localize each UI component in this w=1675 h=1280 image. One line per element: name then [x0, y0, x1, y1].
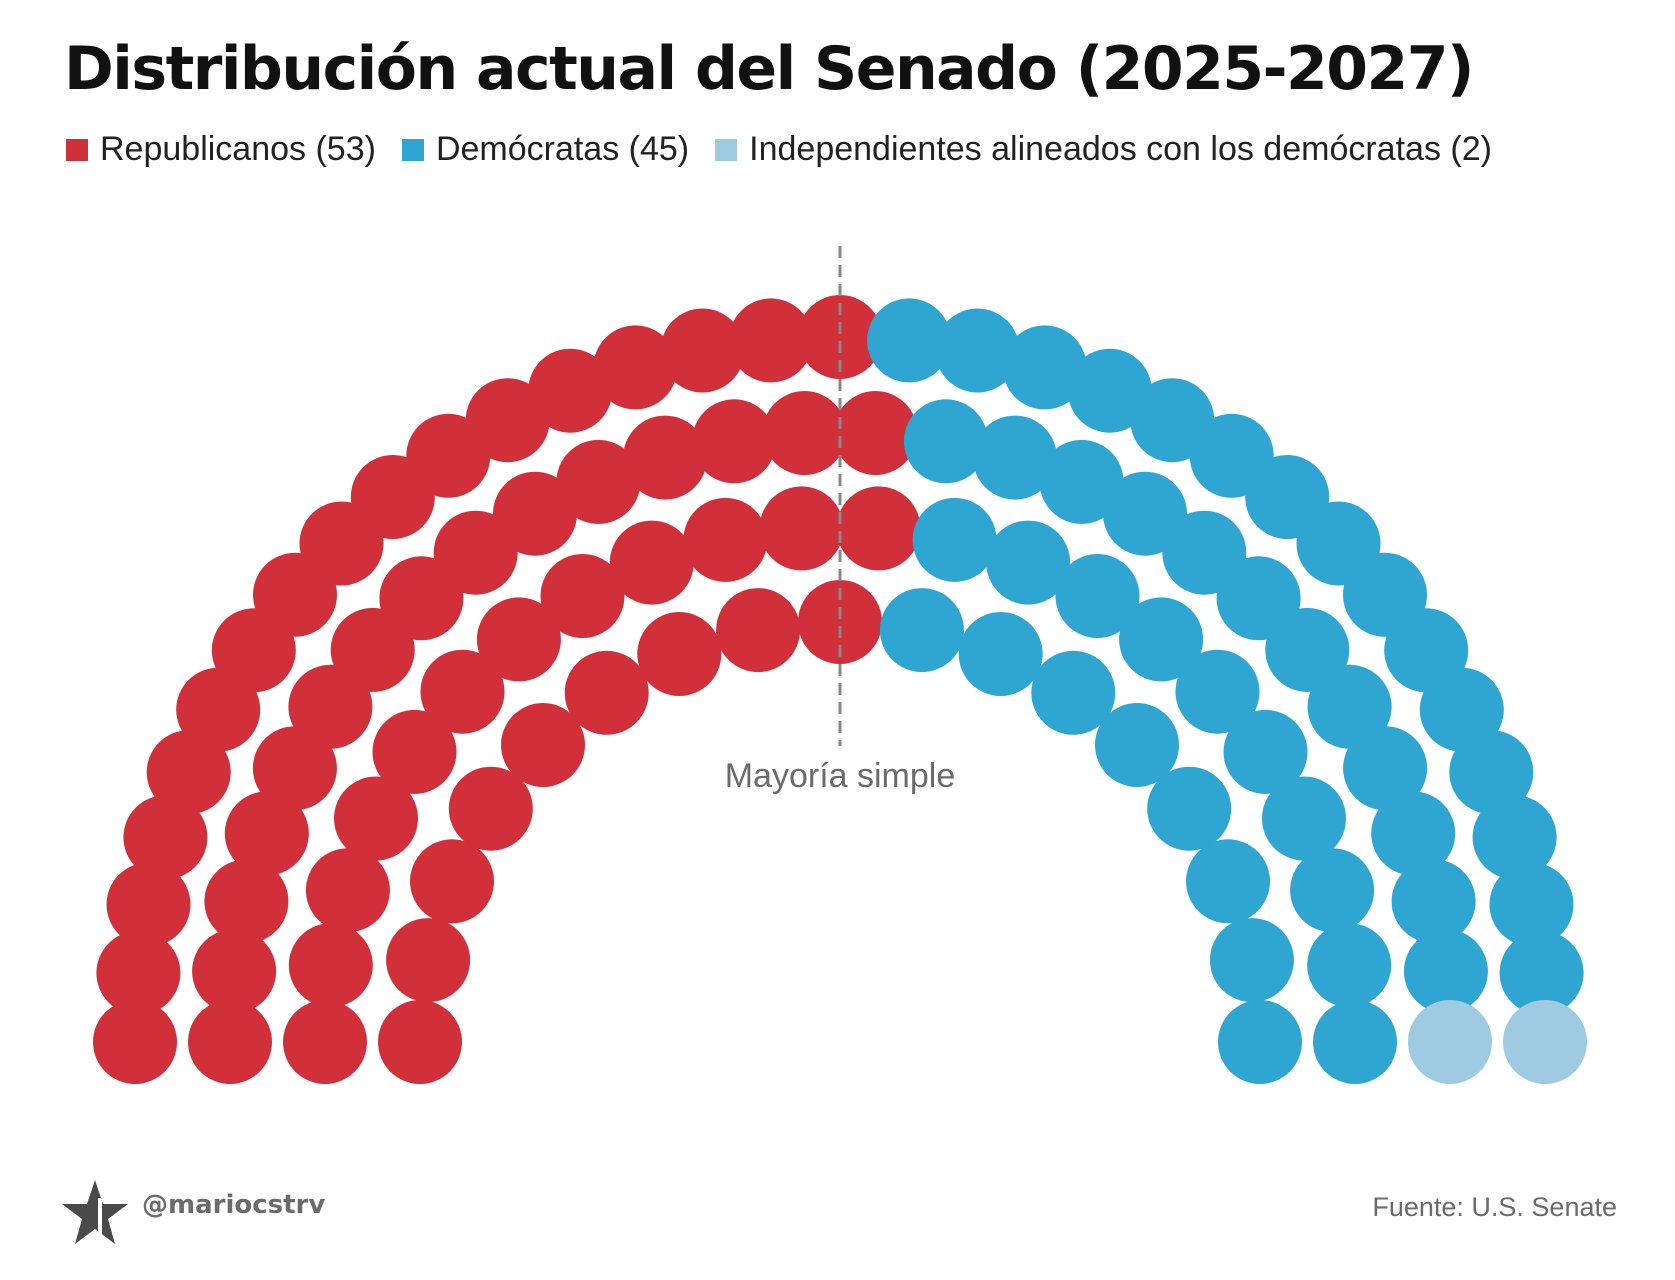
seat-51 — [798, 580, 882, 664]
seat-47 — [728, 298, 813, 383]
seat-83 — [1419, 667, 1504, 752]
seat-9 — [386, 918, 471, 1003]
seat-99 — [1408, 1000, 1492, 1084]
seat-22 — [372, 709, 457, 794]
seat-71 — [1119, 597, 1204, 682]
footer-handle: @mariocstrv — [142, 1190, 326, 1220]
seat-55 — [903, 399, 988, 484]
seat-33 — [564, 650, 649, 735]
seat-62 — [1067, 348, 1152, 433]
legend-swatch-independientes — [715, 138, 738, 161]
seat-50 — [798, 295, 882, 379]
legend-swatch-democratas — [401, 138, 424, 161]
seat-17 — [252, 726, 337, 811]
seat-7 — [288, 923, 373, 1008]
seat-75 — [1095, 703, 1179, 787]
seat-25 — [420, 649, 505, 734]
seat-31 — [433, 510, 518, 595]
seat-37 — [556, 439, 641, 524]
seat-6 — [192, 929, 277, 1014]
seat-30 — [476, 597, 561, 682]
seat-1 — [378, 1000, 462, 1084]
legend-item-independientes: Independientes alineados con los demócra… — [715, 130, 1492, 169]
seat-39 — [637, 612, 722, 696]
seat-8 — [106, 862, 191, 947]
seat-2 — [283, 1000, 367, 1084]
seat-52 — [833, 391, 918, 475]
footer-source: Fuente: U.S. Senate — [1372, 1192, 1617, 1222]
legend-swatch-republicanos — [66, 138, 88, 161]
seat-95 — [1403, 929, 1488, 1014]
seat-41 — [593, 325, 678, 410]
seat-69 — [1031, 650, 1116, 735]
seat-93 — [1209, 918, 1294, 1003]
seat-38 — [528, 348, 613, 433]
seat-81 — [1147, 766, 1232, 851]
seat-82 — [1307, 664, 1392, 749]
seat-63 — [958, 612, 1043, 696]
seat-49 — [762, 391, 847, 475]
seat-60 — [1002, 325, 1087, 410]
seat-86 — [1449, 730, 1534, 815]
seat-64 — [1039, 439, 1124, 524]
seat-36 — [465, 378, 550, 463]
seat-3 — [188, 1000, 272, 1084]
seat-48 — [759, 486, 844, 571]
seat-100 — [1503, 1000, 1587, 1084]
seat-88 — [1371, 791, 1456, 876]
seat-66 — [1103, 471, 1187, 556]
legend: Republicanos (53) Demócratas (45) Indepe… — [66, 130, 1492, 169]
seat-16 — [334, 776, 418, 861]
seat-87 — [1186, 839, 1270, 924]
seat-21 — [448, 766, 533, 851]
seat-90 — [1472, 795, 1557, 880]
seat-94 — [1307, 923, 1392, 1008]
seat-35 — [540, 554, 625, 638]
seat-14 — [146, 730, 231, 815]
seat-43 — [683, 497, 768, 582]
seat-76 — [1175, 649, 1260, 734]
majority-line-label: Mayoría simple — [725, 757, 956, 795]
seat-53 — [836, 486, 921, 571]
seat-10 — [204, 859, 289, 944]
legend-item-democratas: Demócratas (45) — [401, 130, 690, 169]
seat-42 — [623, 415, 708, 500]
seat-34 — [493, 471, 577, 556]
seat-56 — [935, 308, 1020, 393]
seat-58 — [912, 497, 997, 582]
seat-12 — [305, 848, 390, 933]
seat-59 — [972, 415, 1057, 500]
seat-27 — [501, 703, 585, 787]
seat-84 — [1343, 726, 1428, 811]
seat-46 — [692, 399, 777, 484]
seat-98 — [1313, 1000, 1397, 1084]
seat-85 — [1262, 776, 1346, 861]
legend-label-independientes: Independientes alineados con los demócra… — [749, 130, 1492, 168]
seat-15 — [410, 839, 494, 924]
seat-91 — [1391, 859, 1476, 944]
seat-4 — [93, 1000, 177, 1084]
seat-97 — [1218, 1000, 1302, 1084]
seat-44 — [660, 308, 745, 393]
seat-79 — [1223, 709, 1308, 794]
seat-group — [93, 295, 1587, 1084]
chart-title: Distribución actual del Senado (2025-202… — [64, 34, 1474, 104]
seat-40 — [609, 520, 694, 605]
seat-67 — [1055, 554, 1140, 638]
seat-45 — [716, 588, 801, 673]
seat-54 — [867, 298, 952, 383]
seat-11 — [123, 795, 208, 880]
seat-89 — [1290, 848, 1375, 933]
seat-92 — [1489, 862, 1574, 947]
seat-57 — [879, 588, 964, 673]
legend-item-republicanos: Republicanos (53) — [66, 130, 376, 169]
star-logo-icon — [62, 1180, 128, 1244]
seat-5 — [96, 930, 181, 1015]
legend-label-democratas: Demócratas (45) — [435, 130, 690, 168]
seat-61 — [986, 520, 1071, 605]
legend-label-republicanos: Republicanos (53) — [100, 130, 376, 168]
seat-96 — [1499, 930, 1584, 1015]
seat-13 — [224, 791, 309, 876]
